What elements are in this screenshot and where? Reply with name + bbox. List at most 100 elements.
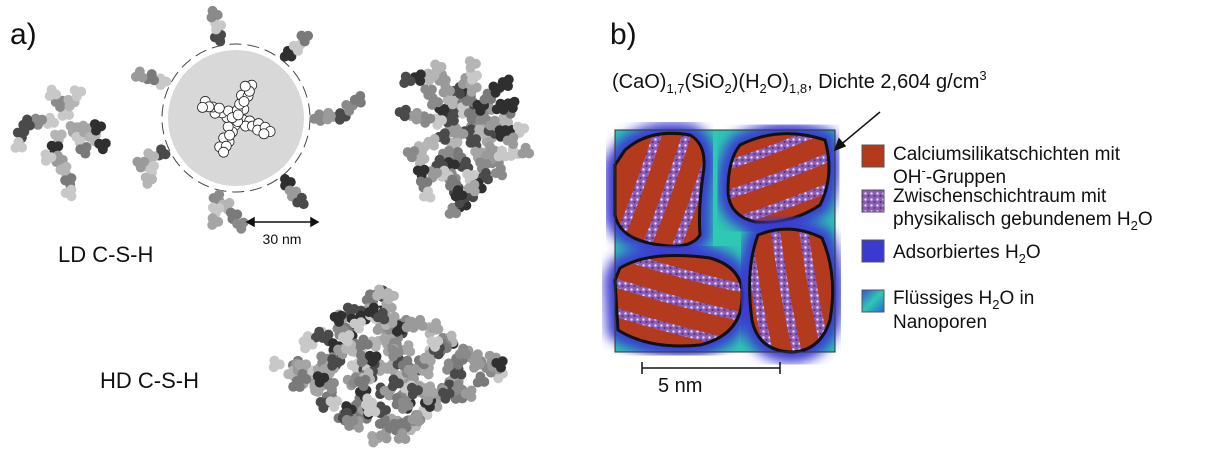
particle: [90, 119, 106, 135]
particle: [232, 218, 248, 234]
particle-lobe: [303, 31, 313, 41]
particle-lobe: [469, 180, 479, 190]
particle-lobe: [513, 122, 523, 132]
particle-lobe: [214, 189, 224, 199]
particle: [94, 138, 111, 154]
particle-lobe: [225, 130, 235, 140]
legend-swatch: [862, 290, 884, 312]
particle-lobe: [66, 121, 76, 131]
particle-lobe: [405, 347, 415, 357]
panel-label: a): [10, 18, 37, 51]
legend-part: OH: [893, 167, 922, 188]
scale-label: 30 nm: [263, 231, 302, 247]
particle-lobe: [475, 115, 485, 125]
legend-sub: 2: [1019, 251, 1026, 266]
particle-lobe: [233, 110, 243, 120]
particle-lobe: [101, 138, 111, 148]
particle-lobe: [481, 168, 491, 178]
particle: [131, 66, 148, 82]
particle-lobe: [429, 141, 439, 151]
scale-label: 5 nm: [658, 375, 702, 397]
particle-lobe: [433, 324, 443, 334]
scale-bar: [247, 218, 318, 226]
particle-lobe: [508, 139, 518, 149]
particle-lobe: [139, 157, 149, 167]
legend-text: Calciumsilikatschichten mit: [893, 144, 1121, 165]
particle-lobe: [315, 378, 325, 388]
particle-lobe: [232, 209, 242, 219]
particle-lobe: [475, 372, 485, 382]
particle-lobe: [64, 110, 74, 120]
particle-lobe: [197, 102, 207, 112]
particle-lobe: [259, 129, 269, 139]
legend-text: physikalisch gebundenem H2O: [893, 209, 1153, 233]
particle-lobe: [355, 91, 365, 101]
particle-lobe: [61, 162, 71, 172]
particle: [207, 6, 223, 22]
formula-part: )(H: [732, 71, 760, 93]
particle-lobe: [299, 337, 309, 347]
particle-lobe: [335, 115, 345, 125]
particle-lobe: [399, 78, 409, 88]
particle-lobe: [208, 203, 218, 213]
particle-lobe: [395, 107, 405, 117]
legend-sub: 2: [1131, 218, 1138, 233]
particle-lobe: [359, 381, 369, 391]
legend-part: O in: [999, 288, 1034, 309]
ld-label: LD C-S-H: [58, 242, 153, 267]
particle-lobe: [323, 108, 333, 118]
particle-lobe: [338, 332, 348, 342]
particle-lobe: [383, 294, 393, 304]
particle-lobe: [219, 147, 229, 157]
legend-part: Flüssiges H: [893, 288, 992, 309]
particle-lobe: [491, 358, 501, 368]
particle-lobe: [215, 36, 225, 46]
formula: (CaO)1,7(SiO2)(H2O)1,8, Dichte 2,604 g/c…: [612, 68, 987, 96]
formula-part: (SiO: [685, 71, 725, 93]
figure: a) LD C-S-H HD C-S-H 30 nm b) (CaO)1,7(S…: [0, 0, 1224, 449]
particle-lobe: [419, 354, 429, 364]
particle-lobe: [413, 410, 423, 420]
particle-lobe: [323, 330, 333, 340]
particle-lobe: [82, 142, 92, 152]
particle-lobe: [330, 312, 340, 322]
particle-lobe: [444, 146, 454, 156]
particle-lobe: [239, 96, 249, 106]
particle-lobe: [408, 370, 418, 380]
nanostructure: [585, 97, 864, 382]
particle-lobe: [394, 378, 404, 388]
particle-lobe: [341, 100, 351, 110]
particle-lobe: [207, 220, 217, 230]
particle-lobe: [451, 208, 461, 218]
particle-lobe: [147, 69, 157, 79]
particle-lobe: [368, 437, 378, 447]
particle-lobe: [420, 141, 430, 151]
particle-lobe: [394, 347, 404, 357]
particle-lobe: [488, 81, 498, 91]
particle-lobe: [466, 385, 476, 395]
particle: [269, 356, 285, 373]
legend-part: -Gruppen: [926, 167, 1006, 188]
particle-lobe: [240, 81, 250, 91]
particle-lobe: [149, 151, 159, 161]
particle-lobe: [398, 404, 408, 414]
legend-swatch: [862, 145, 884, 167]
legend-swatch: [862, 190, 884, 212]
particle: [427, 318, 443, 334]
particle-lobe: [450, 160, 460, 170]
particle-lobe: [497, 146, 507, 156]
particle-lobe: [76, 87, 86, 97]
particle: [45, 85, 61, 101]
particle-lobe: [329, 402, 339, 412]
particle: [61, 185, 77, 202]
particle: [465, 56, 481, 73]
formula-part: , Dichte 2,604 g/cm: [807, 71, 979, 93]
particle-lobe: [405, 317, 415, 327]
particle-lobe: [50, 130, 60, 140]
legend-part: Calciumsilikatschichten mit: [893, 144, 1121, 165]
particle-lobe: [518, 149, 528, 159]
particle-lobe: [419, 165, 429, 175]
particle-lobe: [275, 359, 285, 369]
particle-lobe: [19, 127, 29, 137]
particle-lobe: [368, 357, 378, 367]
